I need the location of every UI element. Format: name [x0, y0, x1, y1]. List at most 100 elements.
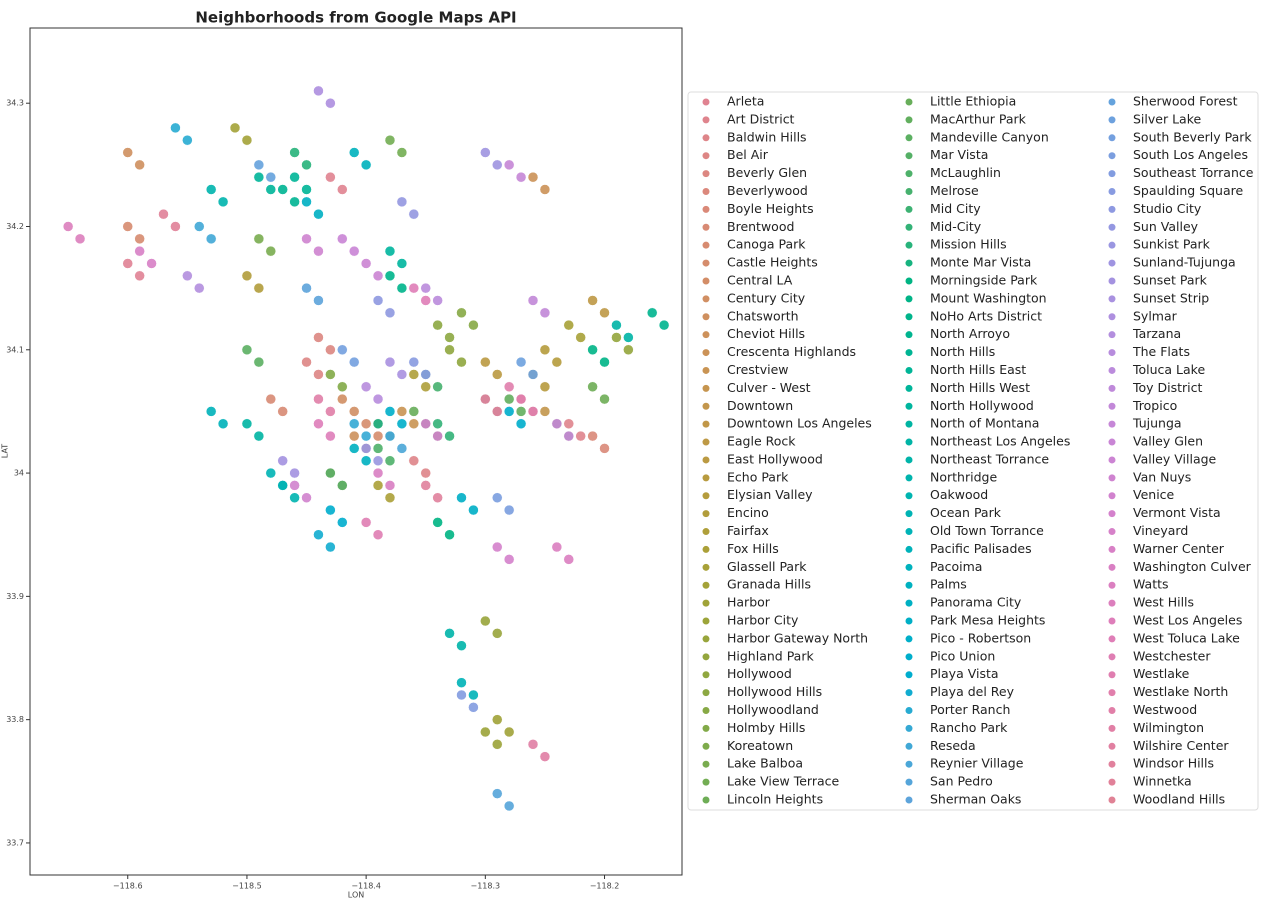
legend-marker — [1108, 313, 1116, 321]
point — [313, 295, 324, 306]
legend-marker — [702, 205, 710, 213]
plot-frame — [29, 27, 683, 876]
legend-label: Crestview — [727, 362, 788, 377]
point — [527, 171, 539, 183]
point — [134, 159, 145, 171]
legend-marker — [1108, 259, 1116, 267]
legend-label: Warner Center — [1133, 541, 1225, 556]
legend-marker — [702, 259, 710, 267]
point — [348, 418, 360, 430]
legend-label: West Los Angeles — [1133, 613, 1242, 628]
point — [253, 356, 265, 368]
legend-label: South Los Angeles — [1133, 147, 1248, 162]
point — [372, 455, 384, 466]
point — [384, 430, 396, 442]
legend-label: Downtown — [727, 398, 793, 413]
legend-marker — [702, 545, 710, 553]
legend-marker — [1108, 760, 1116, 768]
point — [599, 443, 610, 454]
point — [253, 430, 265, 442]
point — [503, 554, 515, 565]
legend-marker — [905, 331, 913, 339]
point — [194, 282, 205, 294]
legend-marker — [702, 760, 710, 768]
legend-marker — [905, 170, 913, 178]
legend-label: Playa del Rey — [930, 684, 1015, 699]
point — [360, 430, 372, 442]
point — [360, 258, 372, 269]
legend-label: Downtown Los Angeles — [727, 416, 872, 431]
legend-label: Sunland-Tujunga — [1133, 255, 1236, 270]
point — [337, 344, 348, 356]
legend-label: Eagle Rock — [727, 434, 796, 449]
point — [408, 455, 420, 466]
point — [360, 455, 372, 466]
point — [372, 467, 384, 479]
legend-marker — [1108, 707, 1116, 715]
legend-label: McLaughlin — [930, 165, 1001, 180]
point — [265, 393, 277, 405]
point — [491, 369, 503, 380]
legend-marker — [702, 689, 710, 697]
legend-marker — [702, 187, 710, 195]
legend-marker — [905, 760, 913, 768]
point — [372, 480, 384, 491]
legend-label: North Hills West — [930, 380, 1030, 395]
legend-marker — [1108, 778, 1116, 786]
legend-label: Lincoln Heights — [727, 792, 823, 807]
point — [122, 221, 133, 232]
legend-label: Hollywood Hills — [727, 684, 822, 699]
point — [325, 504, 336, 516]
legend-marker — [905, 563, 913, 571]
legend-marker — [905, 116, 913, 124]
point — [217, 196, 229, 208]
point — [432, 418, 443, 430]
legend-marker — [1108, 187, 1116, 195]
point — [396, 196, 408, 208]
point — [348, 430, 360, 442]
point — [384, 406, 396, 417]
point — [503, 504, 515, 516]
point — [360, 159, 372, 171]
legend-label: Westlake North — [1133, 684, 1228, 699]
legend-label: Tropico — [1132, 398, 1177, 413]
point — [432, 517, 443, 528]
legend-marker — [702, 474, 710, 482]
legend-marker — [905, 510, 913, 518]
point — [325, 430, 336, 442]
point — [563, 430, 575, 442]
legend-marker — [702, 456, 710, 464]
point — [599, 393, 610, 405]
point — [277, 455, 288, 466]
point — [241, 418, 253, 430]
point — [444, 628, 455, 639]
legend-marker — [702, 116, 710, 124]
point — [444, 529, 455, 540]
legend-marker — [702, 349, 710, 357]
legend-label: Koreatown — [727, 738, 793, 753]
legend-label: Beverly Glen — [727, 165, 807, 180]
point — [491, 739, 503, 750]
legend-marker — [1108, 599, 1116, 607]
legend-marker — [905, 617, 913, 625]
legend-marker — [905, 492, 913, 500]
point — [491, 788, 503, 799]
point — [539, 406, 551, 417]
point — [575, 430, 586, 442]
point — [599, 307, 610, 319]
legend-label: Ocean Park — [930, 505, 1002, 520]
legend-label: Wilmington — [1133, 720, 1204, 735]
point — [468, 689, 479, 701]
legend-label: Oakwood — [930, 487, 988, 502]
legend-label: Elysian Valley — [727, 487, 813, 502]
legend-label: Porter Ranch — [930, 702, 1010, 717]
point — [456, 640, 467, 651]
point — [360, 418, 372, 430]
point — [205, 406, 217, 417]
legend-marker — [702, 724, 710, 732]
legend-label: Sunset Park — [1133, 272, 1208, 287]
point — [372, 295, 384, 306]
point — [372, 529, 384, 540]
x-tick-label: −118.2 — [590, 882, 620, 891]
